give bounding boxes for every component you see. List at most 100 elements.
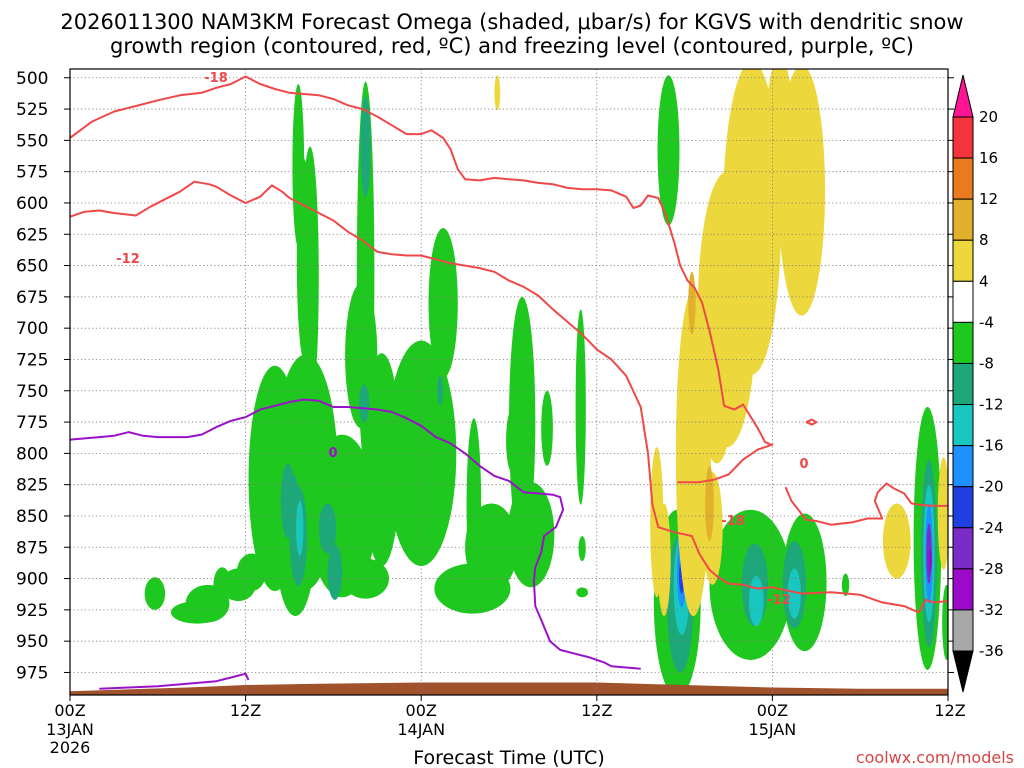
- colorbar-swatch-10: [952, 527, 974, 570]
- x-tick-label-12: 12Z: [230, 701, 261, 720]
- omega-cell-2: [308, 434, 376, 598]
- colorbar-tick-label-13: -36: [979, 642, 1004, 660]
- terrain-area: [70, 682, 948, 695]
- colorbar-tick-label-1: 16: [979, 149, 998, 167]
- contour-lines: [70, 75, 948, 690]
- y-tick-label-675: 675: [16, 288, 48, 308]
- x-tick-date-24: 14JAN: [397, 720, 445, 739]
- y-tick-label-850: 850: [16, 507, 48, 527]
- contour-label-freezing: 0: [328, 446, 337, 461]
- omega-cell-23: [506, 409, 518, 473]
- colorbar-swatch-6: [952, 362, 974, 406]
- omega-cell-22: [296, 159, 312, 360]
- y-tick-label-625: 625: [16, 225, 48, 245]
- omega-cell-12: [144, 577, 166, 610]
- y-tick-label-825: 825: [16, 476, 48, 496]
- contour-line-3: [805, 418, 818, 426]
- chart-title-line2: growth region (contoured, red, ºC) and f…: [110, 34, 914, 58]
- contour-label-dgz-bottom-late: -12: [767, 593, 791, 608]
- omega-cell-28: [575, 309, 586, 505]
- omega-cell-20: [342, 558, 390, 599]
- contour-label-dgz-top: -18: [204, 71, 228, 86]
- y-tick-label-600: 600: [16, 194, 48, 214]
- omega-cell-42: [359, 384, 370, 423]
- credit-text: coolwx.com/models: [856, 748, 1014, 767]
- colorbar-swatch-11: [952, 568, 974, 611]
- omega-cell-18: [236, 553, 267, 592]
- omega-cell-51: [748, 576, 764, 627]
- colorbar-swatch-1: [952, 157, 974, 200]
- x-axis-label: Forecast Time (UTC): [413, 747, 604, 768]
- y-tick-label-975: 975: [16, 663, 48, 683]
- y-tick-label-750: 750: [16, 382, 48, 402]
- x-tick-date-48: 15JAN: [749, 720, 797, 739]
- contour-label-dgz-bottom: -12: [116, 252, 140, 267]
- colorbar-tick-label-11: -28: [979, 560, 1004, 578]
- colorbar-tick-label-2: 12: [979, 190, 998, 208]
- terrain-fill: [70, 682, 948, 695]
- x-tick-date-0: 13JAN: [46, 720, 94, 739]
- omega-cell-69: [937, 457, 948, 570]
- omega-cell-30: [576, 587, 589, 598]
- y-tick-label-925: 925: [16, 601, 48, 621]
- colorbar-swatch-0: [952, 116, 974, 159]
- omega-cell-26: [541, 390, 553, 466]
- omega-cell-41: [289, 474, 299, 520]
- colorbar-tick-label-4: 4: [979, 272, 989, 290]
- y-tick-label-700: 700: [16, 319, 48, 339]
- colorbar-tick-label-5: -4: [979, 313, 994, 331]
- y-tick-label-775: 775: [16, 413, 48, 433]
- contour-line-0: [70, 75, 774, 484]
- y-tick-label-550: 550: [16, 131, 48, 151]
- colorbar-swatch-7: [952, 404, 974, 447]
- omega-shading: [144, 69, 948, 695]
- omega-cell-40: [327, 544, 343, 600]
- omega-cell-67: [657, 503, 671, 617]
- y-tick-label-800: 800: [16, 444, 48, 464]
- contour-labels: -18 -12 0 -18 -12 0: [116, 71, 808, 608]
- omega-cell-7: [428, 228, 458, 379]
- y-tick-label-950: 950: [16, 632, 48, 652]
- omega-cell-17: [213, 567, 231, 603]
- colorbar-swatch-8: [952, 445, 974, 488]
- omega-cell-72: [705, 465, 714, 542]
- y-tick-label-525: 525: [16, 100, 48, 120]
- y-tick-label-875: 875: [16, 538, 48, 558]
- colorbar-swatch-5: [952, 321, 974, 364]
- colorbar-tick-label-8: -16: [979, 437, 1004, 455]
- omega-cell-25: [517, 489, 542, 515]
- colorbar-tick-label-9: -20: [979, 478, 1004, 496]
- contour-line-1: [70, 180, 948, 614]
- omega-cell-6: [345, 283, 378, 429]
- contour-line-5: [99, 672, 250, 690]
- contour-label-dgz-top-late: -18: [721, 514, 745, 529]
- colorbar-bottom-arrow: [952, 650, 974, 693]
- x-tick-label-36: 12Z: [581, 701, 612, 720]
- colorbar-tick-label-0: 20: [979, 108, 998, 126]
- colorbar-tick-label-6: -8: [979, 354, 994, 372]
- omega-cell-27: [657, 75, 680, 226]
- colorbar-top-arrow: [952, 74, 974, 118]
- grid: [70, 69, 948, 695]
- colorbar-tick-label-10: -24: [979, 519, 1004, 537]
- colorbar-swatch-9: [952, 486, 974, 529]
- colorbar-tick-label-7: -12: [979, 396, 1004, 414]
- contour-label-freezing-late: 0: [799, 457, 808, 472]
- omega-cell-58: [928, 547, 932, 573]
- omega-cell-34: [841, 573, 850, 597]
- x-tick-label-24: 00Z: [406, 701, 437, 720]
- colorbar: 20 16 12 8 4 -4 -8 -12 -16 -20 -24 -28 -32 -36: [952, 74, 1004, 693]
- omega-cell-59: [494, 75, 501, 111]
- colorbar-tick-label-12: -32: [979, 601, 1004, 619]
- omega-cell-24: [507, 482, 555, 588]
- plot-frame: [69, 68, 949, 696]
- omega-cell-36: [942, 584, 948, 660]
- chart-title-line1: 2026011300 NAM3KM Forecast Omega (shaded…: [60, 10, 963, 34]
- colorbar-tick-label-3: 8: [979, 231, 989, 249]
- omega-cell-68: [882, 503, 911, 579]
- y-tick-label-575: 575: [16, 163, 48, 183]
- contour-line-4: [70, 398, 641, 670]
- omega-cell-70: [766, 69, 793, 185]
- omega-cell-29: [578, 535, 586, 562]
